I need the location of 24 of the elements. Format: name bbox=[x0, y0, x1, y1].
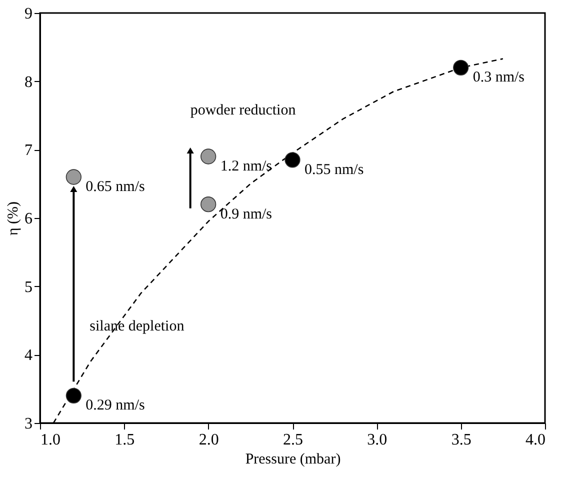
annotation: silane depletion bbox=[90, 318, 185, 335]
x-tick-label: 2.0 bbox=[198, 432, 219, 448]
annotation: powder reduction bbox=[190, 102, 296, 118]
x-axis-title: Pressure (mbar) bbox=[245, 452, 341, 468]
y-tick-label: 4 bbox=[24, 347, 32, 364]
y-tick-label: 9 bbox=[24, 6, 32, 22]
y-tick-label: 8 bbox=[24, 74, 32, 91]
x-tick-label: 1.0 bbox=[40, 432, 60, 448]
x-tick-label: 2.5 bbox=[283, 432, 303, 448]
y-axis-title: η (%) bbox=[6, 201, 22, 236]
annotation: 0.9 nm/s bbox=[220, 206, 272, 222]
y-tick-label: 6 bbox=[24, 210, 32, 228]
y-tick-label: 7 bbox=[24, 142, 32, 160]
x-tick-label: 1.5 bbox=[114, 432, 135, 448]
annotation: 1.2 nm/s bbox=[220, 158, 272, 174]
y-tick-label: 3 bbox=[24, 416, 32, 432]
annotation: 0.3 nm/s bbox=[472, 70, 525, 86]
annotation: 0.55 nm/s bbox=[304, 162, 364, 178]
annotation: 0.65 nm/s bbox=[86, 179, 145, 195]
y-tick-label: 5 bbox=[24, 278, 32, 296]
x-tick-label: 3.5 bbox=[451, 432, 472, 448]
annotation: 0.29 nm/s bbox=[86, 398, 145, 414]
x-tick-label: 3.0 bbox=[367, 432, 388, 448]
x-tick-label: 4.0 bbox=[526, 432, 546, 448]
